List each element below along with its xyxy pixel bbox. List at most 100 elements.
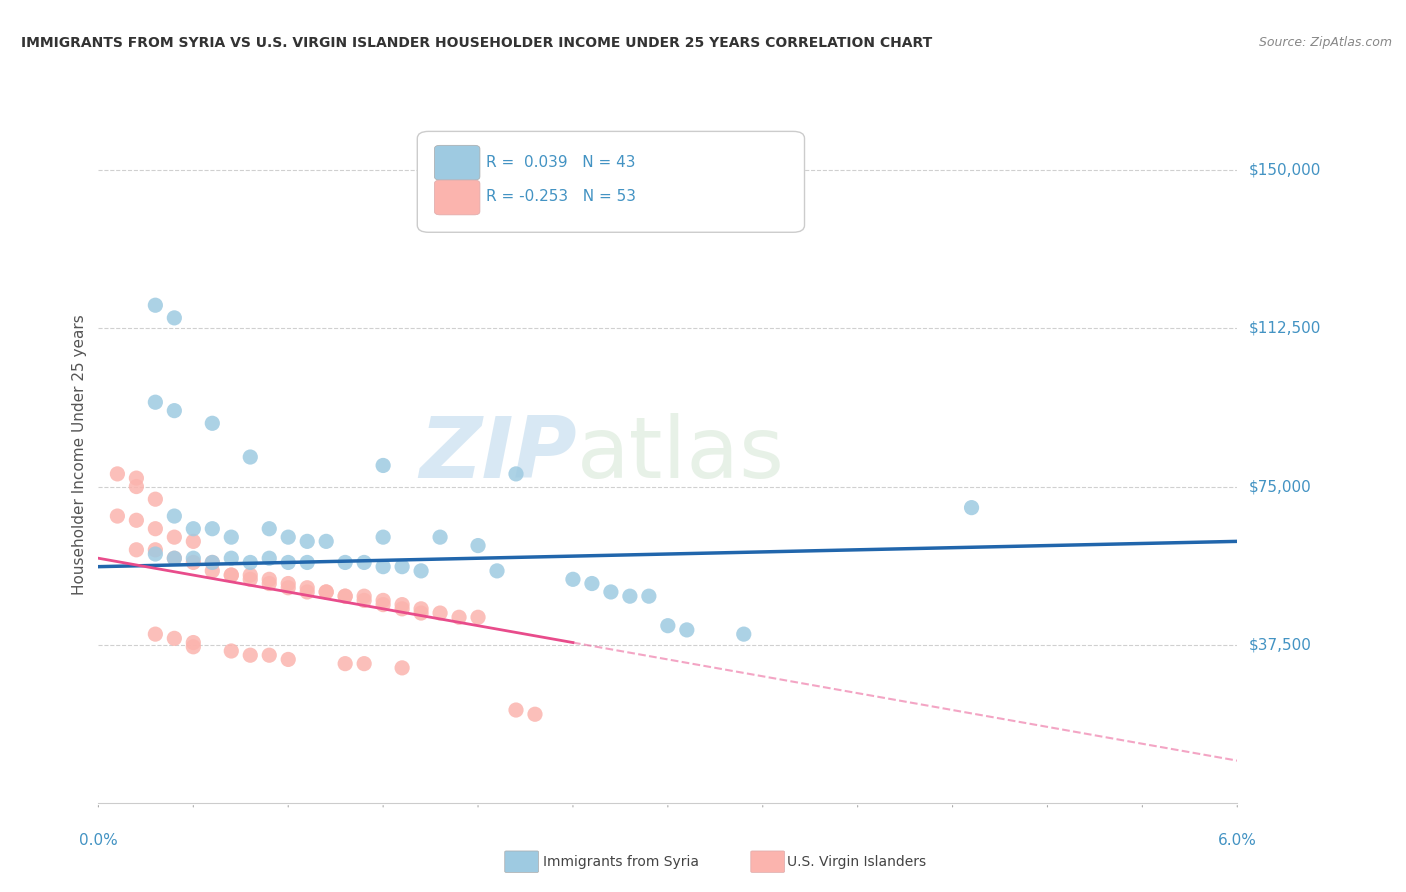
Point <box>429 606 451 620</box>
Point <box>145 298 167 312</box>
Point <box>486 564 509 578</box>
Point <box>371 530 394 544</box>
Point <box>411 564 433 578</box>
Point <box>201 522 224 536</box>
Point <box>221 568 243 582</box>
Point <box>239 648 262 663</box>
Text: ZIP: ZIP <box>419 413 576 497</box>
Point <box>391 598 413 612</box>
Point <box>239 450 262 464</box>
Point <box>371 598 394 612</box>
Point <box>259 522 281 536</box>
Point <box>371 458 394 473</box>
Point <box>297 581 319 595</box>
Point <box>277 576 299 591</box>
Point <box>297 534 319 549</box>
Point <box>505 467 527 481</box>
Point <box>391 661 413 675</box>
Text: U.S. Virgin Islanders: U.S. Virgin Islanders <box>787 855 927 869</box>
Point <box>125 479 148 493</box>
Point <box>183 522 205 536</box>
Point <box>733 627 755 641</box>
Point <box>163 403 186 417</box>
Point <box>277 652 299 666</box>
Point <box>201 417 224 431</box>
Y-axis label: Householder Income Under 25 years: Householder Income Under 25 years <box>72 315 87 595</box>
Text: $37,500: $37,500 <box>1249 637 1312 652</box>
Point <box>353 589 375 603</box>
Point <box>638 589 661 603</box>
Point <box>391 602 413 616</box>
Point <box>163 530 186 544</box>
Point <box>581 576 603 591</box>
Text: $75,000: $75,000 <box>1249 479 1312 494</box>
Point <box>163 551 186 566</box>
Point <box>259 648 281 663</box>
Text: 0.0%: 0.0% <box>79 833 118 848</box>
Point <box>277 556 299 570</box>
Point <box>335 589 357 603</box>
Point <box>335 556 357 570</box>
Point <box>145 547 167 561</box>
Point <box>371 559 394 574</box>
Point <box>335 589 357 603</box>
Point <box>429 530 451 544</box>
Point <box>259 576 281 591</box>
Point <box>145 395 167 409</box>
Point <box>600 585 623 599</box>
Point <box>145 492 167 507</box>
Text: Source: ZipAtlas.com: Source: ZipAtlas.com <box>1258 36 1392 49</box>
Point <box>145 542 167 557</box>
Point <box>125 471 148 485</box>
Point <box>145 522 167 536</box>
Point <box>201 564 224 578</box>
Point <box>183 640 205 654</box>
Point <box>353 657 375 671</box>
Point <box>411 602 433 616</box>
Point <box>125 542 148 557</box>
Point <box>239 556 262 570</box>
Point <box>239 568 262 582</box>
Point <box>277 530 299 544</box>
Point <box>259 572 281 586</box>
Text: IMMIGRANTS FROM SYRIA VS U.S. VIRGIN ISLANDER HOUSEHOLDER INCOME UNDER 25 YEARS : IMMIGRANTS FROM SYRIA VS U.S. VIRGIN ISL… <box>21 36 932 50</box>
Point <box>163 551 186 566</box>
Point <box>221 530 243 544</box>
Point <box>221 568 243 582</box>
Point <box>183 551 205 566</box>
Point <box>619 589 641 603</box>
Point <box>315 585 337 599</box>
Point <box>201 556 224 570</box>
Point <box>125 513 148 527</box>
Point <box>467 610 489 624</box>
Point <box>315 585 337 599</box>
Text: R =  0.039   N = 43: R = 0.039 N = 43 <box>485 154 636 169</box>
Point <box>297 556 319 570</box>
Point <box>353 593 375 607</box>
Point <box>657 618 679 632</box>
Text: 6.0%: 6.0% <box>1218 833 1257 848</box>
Point <box>201 556 224 570</box>
Text: Immigrants from Syria: Immigrants from Syria <box>543 855 699 869</box>
FancyBboxPatch shape <box>434 145 479 180</box>
Point <box>107 467 129 481</box>
Text: R = -0.253   N = 53: R = -0.253 N = 53 <box>485 189 636 204</box>
Text: $150,000: $150,000 <box>1249 163 1320 178</box>
Point <box>259 551 281 566</box>
Point <box>163 632 186 646</box>
Point <box>960 500 983 515</box>
Point <box>183 635 205 649</box>
Point <box>505 703 527 717</box>
Point <box>163 310 186 325</box>
Point <box>449 610 471 624</box>
Point <box>411 606 433 620</box>
Point <box>371 593 394 607</box>
Point <box>221 644 243 658</box>
Text: atlas: atlas <box>576 413 785 497</box>
Point <box>239 572 262 586</box>
Point <box>524 707 547 722</box>
Point <box>353 556 375 570</box>
FancyBboxPatch shape <box>418 131 804 232</box>
Point <box>391 559 413 574</box>
Point <box>335 657 357 671</box>
